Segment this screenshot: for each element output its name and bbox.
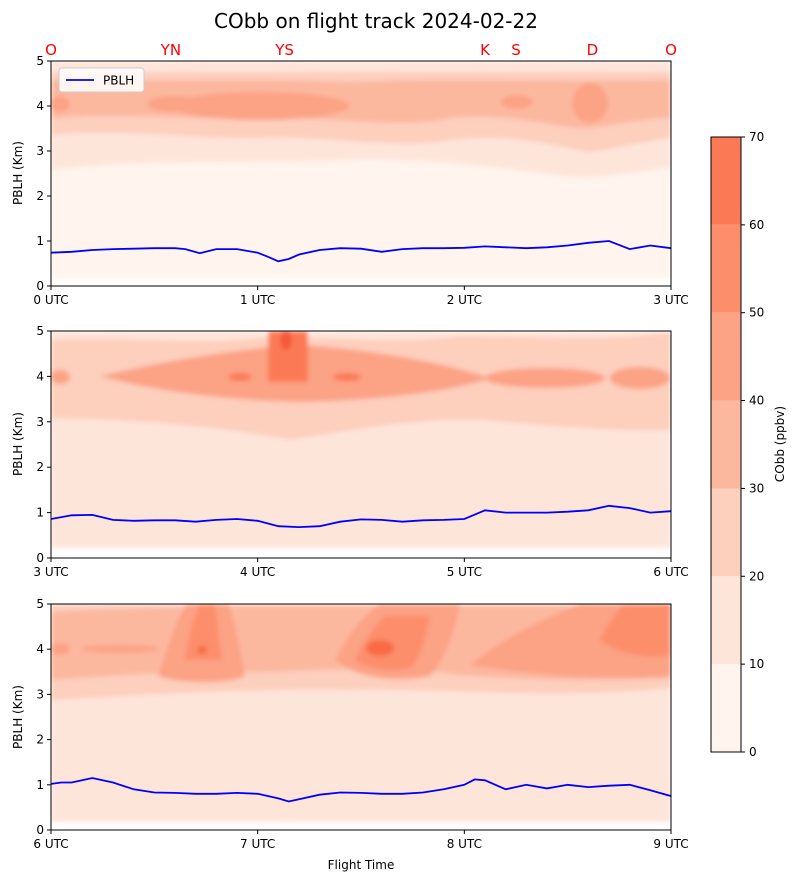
x-tick-label: 3 UTC (33, 565, 68, 579)
y-tick-label: 2 (36, 460, 44, 474)
legend-box (58, 67, 145, 93)
station-label: S (511, 41, 521, 59)
plot-frame-1 (50, 60, 672, 287)
colorbar-tick-label: 10 (749, 657, 764, 671)
panel-3: 6 UTC 7 UTC 8 UTC 9 UTC 0 1 2 3 4 5 PBLH (Km) Fl… (11, 597, 689, 872)
panel-1: 0 UTC 1 UTC 2 UTC 3 UTC 0 1 2 3 4 5 PBLH (Km) PB… (11, 54, 689, 307)
x-tick-label: 1 UTC (240, 293, 275, 307)
plot-frame-3 (50, 603, 672, 831)
y-tick-label: 5 (36, 324, 44, 338)
colorbar-tick-label: 20 (749, 569, 764, 583)
station-label: D (587, 41, 599, 59)
x-tick-label: 4 UTC (240, 565, 275, 579)
y-tick-label: 0 (36, 279, 44, 293)
y-axis-label-1: PBLH (Km) (11, 141, 25, 205)
contour-field-3 (51, 604, 671, 830)
x-tick-label: 5 UTC (447, 565, 482, 579)
contour-field-1 (51, 61, 671, 286)
colorbar-label: CObb (ppbv) (773, 406, 787, 482)
y-tick-label: 5 (36, 597, 44, 611)
colorbar-tick-label: 40 (749, 394, 764, 408)
y-tick-label: 2 (36, 733, 44, 747)
y-axis-label-3: PBLH (Km) (11, 685, 25, 749)
contour-field-2 (51, 331, 671, 558)
y-tick-label: 4 (36, 99, 44, 113)
colorbar-bands (711, 137, 741, 752)
y-axis-ticks-3: 0 1 2 3 4 5 (36, 597, 51, 837)
colorbar-band (711, 576, 741, 665)
y-tick-label: 1 (36, 778, 44, 792)
colorbar-tick-label: 30 (749, 481, 764, 495)
legend: PBLH (58, 67, 145, 93)
y-tick-label: 0 (36, 551, 44, 565)
x-tick-label: 6 UTC (33, 837, 68, 851)
colorbar-band (711, 400, 741, 489)
y-tick-label: 3 (36, 687, 44, 701)
panel-2: 3 UTC 4 UTC 5 UTC 6 UTC 0 1 2 3 4 5 PBLH (Km) (11, 324, 689, 579)
y-axis-ticks-2: 0 1 2 3 4 5 (36, 324, 51, 565)
station-label: O (45, 41, 57, 59)
y-tick-label: 1 (36, 234, 44, 248)
station-label: YS (274, 41, 294, 59)
y-tick-label: 3 (36, 415, 44, 429)
x-tick-label: 2 UTC (447, 293, 482, 307)
y-tick-label: 3 (36, 144, 44, 158)
x-tick-label: 6 UTC (653, 565, 688, 579)
y-tick-label: 2 (36, 189, 44, 203)
x-tick-label: 8 UTC (447, 837, 482, 851)
station-label: K (480, 41, 491, 59)
colorbar-band (711, 664, 741, 752)
x-axis-label: Flight Time (328, 858, 395, 872)
x-tick-label: 3 UTC (653, 293, 688, 307)
colorbar-band (711, 137, 741, 225)
chart-title: CObb on flight track 2024-02-22 (214, 9, 538, 33)
y-tick-label: 1 (36, 506, 44, 520)
colorbar-tick-label: 60 (749, 218, 764, 232)
colorbar-frame (710, 136, 742, 753)
colorbar-ticks: 0 10 20 30 40 50 60 70 (741, 130, 764, 759)
plot-frame-2 (50, 330, 672, 559)
station-label: YN (160, 41, 181, 59)
colorbar-tick-label: 50 (749, 306, 764, 320)
pblh-line-1 (51, 240, 671, 263)
colorbar-band (711, 488, 741, 577)
colorbar-tick-label: 70 (749, 130, 764, 144)
station-label: O (665, 41, 677, 59)
colorbar-band (711, 312, 741, 401)
y-tick-label: 0 (36, 823, 44, 837)
y-tick-label: 5 (36, 54, 44, 68)
x-tick-label: 9 UTC (653, 837, 688, 851)
x-axis-ticks-1: 0 UTC 1 UTC 2 UTC 3 UTC (33, 286, 689, 307)
x-axis-ticks-3: 6 UTC 7 UTC 8 UTC 9 UTC (33, 830, 689, 851)
legend-label-pblh: PBLH (103, 74, 134, 88)
colorbar-tick-label: 0 (749, 745, 757, 759)
pblh-line-2 (51, 504, 671, 529)
colorbar-band (711, 224, 741, 313)
y-tick-label: 4 (36, 369, 44, 383)
pblh-line-3 (51, 777, 671, 803)
x-axis-ticks-2: 3 UTC 4 UTC 5 UTC 6 UTC (33, 558, 689, 579)
station-labels: O YN YS K S D O (45, 41, 677, 59)
x-tick-label: 0 UTC (33, 293, 68, 307)
colorbar: 0 10 20 30 40 50 60 70 CObb (ppbv) (710, 130, 787, 759)
x-tick-label: 7 UTC (240, 837, 275, 851)
y-tick-label: 4 (36, 642, 44, 656)
y-axis-ticks-1: 0 1 2 3 4 5 (36, 54, 51, 293)
y-axis-label-2: PBLH (Km) (11, 412, 25, 476)
